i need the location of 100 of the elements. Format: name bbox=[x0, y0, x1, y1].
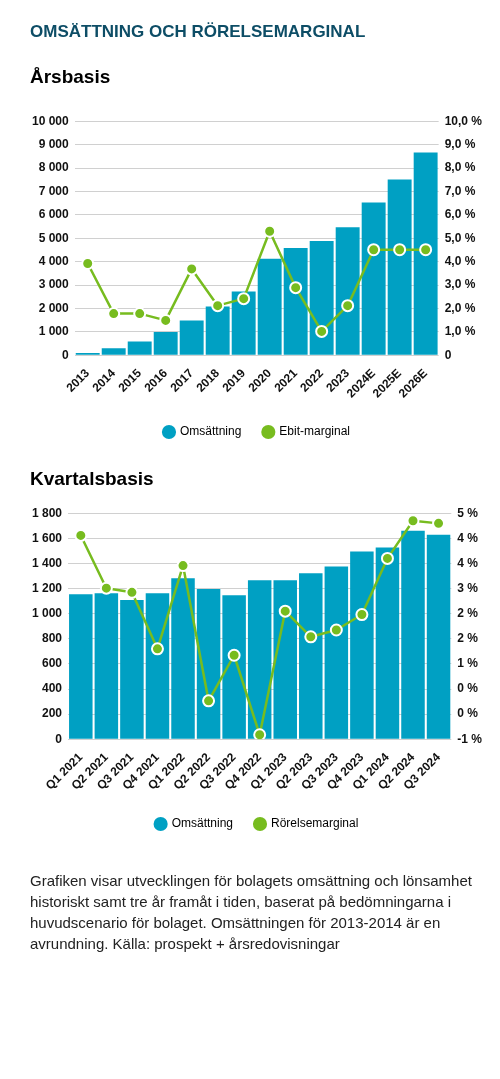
bar bbox=[94, 593, 119, 739]
bar bbox=[153, 332, 178, 355]
bar bbox=[257, 258, 282, 355]
y-tick-label: 0 bbox=[55, 731, 63, 746]
y-tick-label: 1 000 bbox=[38, 324, 70, 339]
bar bbox=[426, 534, 451, 739]
bar bbox=[231, 291, 256, 355]
bar bbox=[324, 566, 349, 739]
y2-tick-label: -1 % bbox=[457, 731, 483, 746]
y-tick-label: 10 000 bbox=[32, 113, 70, 128]
y2-tick-label: 1,0 % bbox=[444, 324, 476, 339]
y2-tick-label: 0 % bbox=[457, 681, 479, 696]
bar bbox=[283, 248, 308, 355]
point bbox=[341, 299, 355, 313]
y-tick-label: 3 000 bbox=[38, 277, 70, 292]
y-tick-label: 800 bbox=[42, 631, 63, 646]
point bbox=[380, 551, 394, 565]
y-tick-label: 7 000 bbox=[38, 183, 70, 198]
bar bbox=[361, 202, 386, 355]
point bbox=[355, 608, 369, 622]
bar bbox=[299, 573, 323, 739]
bar bbox=[171, 578, 195, 739]
point bbox=[227, 648, 241, 662]
bar bbox=[375, 547, 400, 739]
chart-title: OMSÄTTNING OCH RÖRELSEMARGINAL bbox=[30, 22, 367, 42]
point bbox=[278, 604, 292, 618]
y-tick-label: 1 000 bbox=[32, 605, 63, 620]
point bbox=[329, 623, 343, 637]
y2-tick-label: 4 % bbox=[457, 555, 479, 570]
point bbox=[99, 581, 113, 595]
y2-tick-label: 0 % bbox=[457, 706, 479, 721]
y2-tick-label: 1 % bbox=[457, 656, 479, 671]
bar bbox=[205, 306, 230, 355]
y2-tick-label: 6,0 % bbox=[444, 207, 476, 222]
chart-subtitle: Årsbasis bbox=[30, 66, 112, 88]
y-tick-label: 200 bbox=[42, 706, 63, 721]
point bbox=[304, 630, 318, 644]
point bbox=[211, 299, 225, 313]
bar bbox=[273, 580, 297, 739]
legend-label: Ebit-marginal bbox=[279, 424, 351, 439]
y2-tick-label: 8,0 % bbox=[444, 160, 476, 175]
bar bbox=[387, 179, 412, 355]
y2-tick-label: 9,0 % bbox=[444, 136, 476, 151]
y-tick-label: 5 000 bbox=[38, 230, 70, 245]
bar bbox=[413, 152, 438, 355]
point bbox=[315, 324, 329, 338]
bar bbox=[222, 595, 246, 739]
y2-tick-label: 3 % bbox=[457, 580, 479, 595]
y-tick-label: 4 000 bbox=[38, 253, 70, 268]
point bbox=[289, 281, 303, 295]
y-tick-label: 1 800 bbox=[32, 505, 63, 520]
y2-tick-label: 2 % bbox=[457, 631, 479, 646]
point bbox=[176, 559, 190, 573]
point bbox=[185, 262, 199, 276]
point bbox=[81, 257, 95, 271]
point bbox=[150, 642, 164, 656]
point bbox=[419, 243, 433, 257]
y-tick-label: 600 bbox=[42, 656, 63, 671]
bar bbox=[309, 241, 334, 355]
y-tick-label: 8 000 bbox=[38, 160, 70, 175]
y-tick-label: 1 200 bbox=[32, 580, 63, 595]
y2-tick-label: 4,0 % bbox=[444, 253, 476, 268]
y2-tick-label: 0 bbox=[444, 347, 452, 362]
y-tick-label: 400 bbox=[42, 681, 63, 696]
y2-tick-label: 5,0 % bbox=[444, 230, 476, 245]
y2-tick-label: 2 % bbox=[457, 606, 479, 620]
legend-label: Rörelsemarginal bbox=[271, 816, 359, 831]
y2-tick-label: 7,0 % bbox=[444, 183, 476, 198]
point bbox=[406, 514, 420, 528]
bar bbox=[69, 594, 93, 739]
point bbox=[125, 585, 139, 599]
bar bbox=[127, 341, 152, 355]
y2-tick-label: 2,0 % bbox=[444, 300, 476, 315]
y-tick-label: 6 000 bbox=[38, 207, 70, 222]
point bbox=[237, 292, 251, 306]
y-tick-label: 1 400 bbox=[32, 555, 63, 570]
point bbox=[263, 224, 277, 238]
y-tick-label: 1 600 bbox=[32, 530, 63, 545]
bar bbox=[335, 227, 360, 355]
point bbox=[253, 728, 267, 740]
legend-label: Omsättning bbox=[171, 816, 233, 831]
point bbox=[202, 694, 216, 708]
y-tick-label: 2 000 bbox=[38, 300, 70, 315]
bar bbox=[179, 320, 204, 355]
bar bbox=[196, 588, 221, 739]
bar bbox=[247, 580, 272, 739]
bar bbox=[401, 530, 425, 739]
chart-title: Kvartalsbasis bbox=[30, 468, 155, 490]
y2-tick-label: 4 % bbox=[457, 530, 479, 545]
bar bbox=[101, 348, 126, 355]
bar bbox=[145, 593, 170, 739]
y2-tick-label: 5 % bbox=[457, 505, 479, 520]
y2-tick-label: 10,0 % bbox=[444, 113, 483, 128]
point bbox=[159, 313, 173, 327]
bar bbox=[350, 551, 374, 739]
y2-tick-label: 3,0 % bbox=[444, 277, 476, 292]
y-tick-label: 0 bbox=[62, 347, 70, 362]
text: Grafiken visar utvecklingen för bolagets omsättning och lönsamhet historiskt samt tre år framåt i tiden, baserat på bedömningarna i huvudscenario för bolaget. Omsättningen för 2013-2014 är en avrundning. Källa: prospekt + årsredovisningar bbox=[30, 871, 473, 954]
legend-label: Omsättning bbox=[179, 424, 242, 439]
point bbox=[393, 243, 407, 257]
